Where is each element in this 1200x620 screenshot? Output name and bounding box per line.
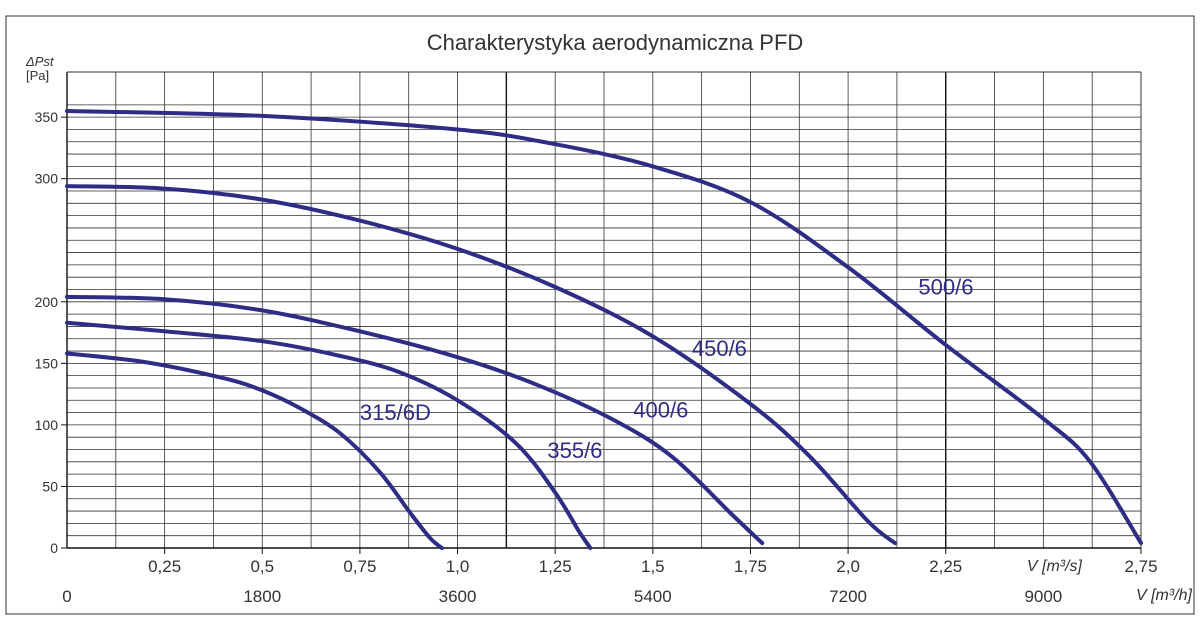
minor-grid [67, 72, 1142, 548]
x-tick-label: 1,25 [539, 557, 572, 576]
series-curves [65, 109, 1143, 550]
series-labels: 315/6D 355/6 400/6 450/6 500/6 [360, 274, 974, 463]
y-axis-unit: [Pa] [26, 68, 49, 83]
x2-tick-label: 9000 [1024, 587, 1062, 606]
x-tick-label: 1,0 [446, 557, 470, 576]
x-axis-label-primary: V [m³/s] [1027, 558, 1083, 575]
series-label: 355/6 [547, 438, 602, 463]
series-label: 315/6D [360, 400, 431, 425]
x-tick-label: 2,0 [836, 557, 860, 576]
y-axis-ticks: 0 50 100 150 200 300 350 [35, 109, 67, 556]
x-axis-label-secondary: V [m³/h] [1136, 587, 1193, 604]
series-line [65, 320, 593, 550]
major-grid [66, 71, 1142, 549]
series-label: 400/6 [633, 398, 688, 423]
y-tick-label: 100 [35, 417, 59, 433]
series-line [65, 294, 765, 546]
y-tick-label: 50 [42, 478, 58, 494]
x-tick-label: 1,5 [641, 557, 665, 576]
y-tick-label: 200 [35, 294, 59, 310]
y-axis-symbol: ΔPst [25, 54, 55, 69]
y-tick-label: 0 [50, 540, 58, 556]
x2-tick-label: 5400 [634, 587, 672, 606]
x-tick-label: 2,25 [929, 557, 962, 576]
x-tick-label: 0,25 [148, 557, 181, 576]
x2-tick-label: 1800 [243, 587, 281, 606]
series-label: 450/6 [692, 336, 747, 361]
x-tick-label: 1,75 [734, 557, 767, 576]
chart-border [5, 15, 1195, 615]
series-line [65, 351, 444, 550]
x2-tick-label: 3600 [439, 587, 477, 606]
x2-tick-label: 7200 [829, 587, 867, 606]
x-tick-label: 0,75 [343, 557, 376, 576]
x-tick-label: 2,75 [1124, 557, 1157, 576]
chart-title: Charakterystyka aerodynamiczna PFD [427, 30, 804, 55]
x2-axis-ticks: 0 1800 3600 5400 7200 9000 [62, 587, 1062, 606]
series-line [65, 109, 1143, 546]
y-tick-label: 300 [35, 171, 59, 187]
y-tick-label: 350 [35, 109, 59, 125]
series-line [65, 184, 897, 546]
y-tick-label: 150 [35, 355, 59, 371]
series-label: 500/6 [918, 274, 973, 299]
x-tick-label: 0,5 [250, 557, 274, 576]
x2-tick-label: 0 [62, 587, 71, 606]
x-axis-ticks: 0,25 0,5 0,75 1,0 1,25 1,5 1,75 2,0 2,25 2,75 [148, 548, 1158, 576]
